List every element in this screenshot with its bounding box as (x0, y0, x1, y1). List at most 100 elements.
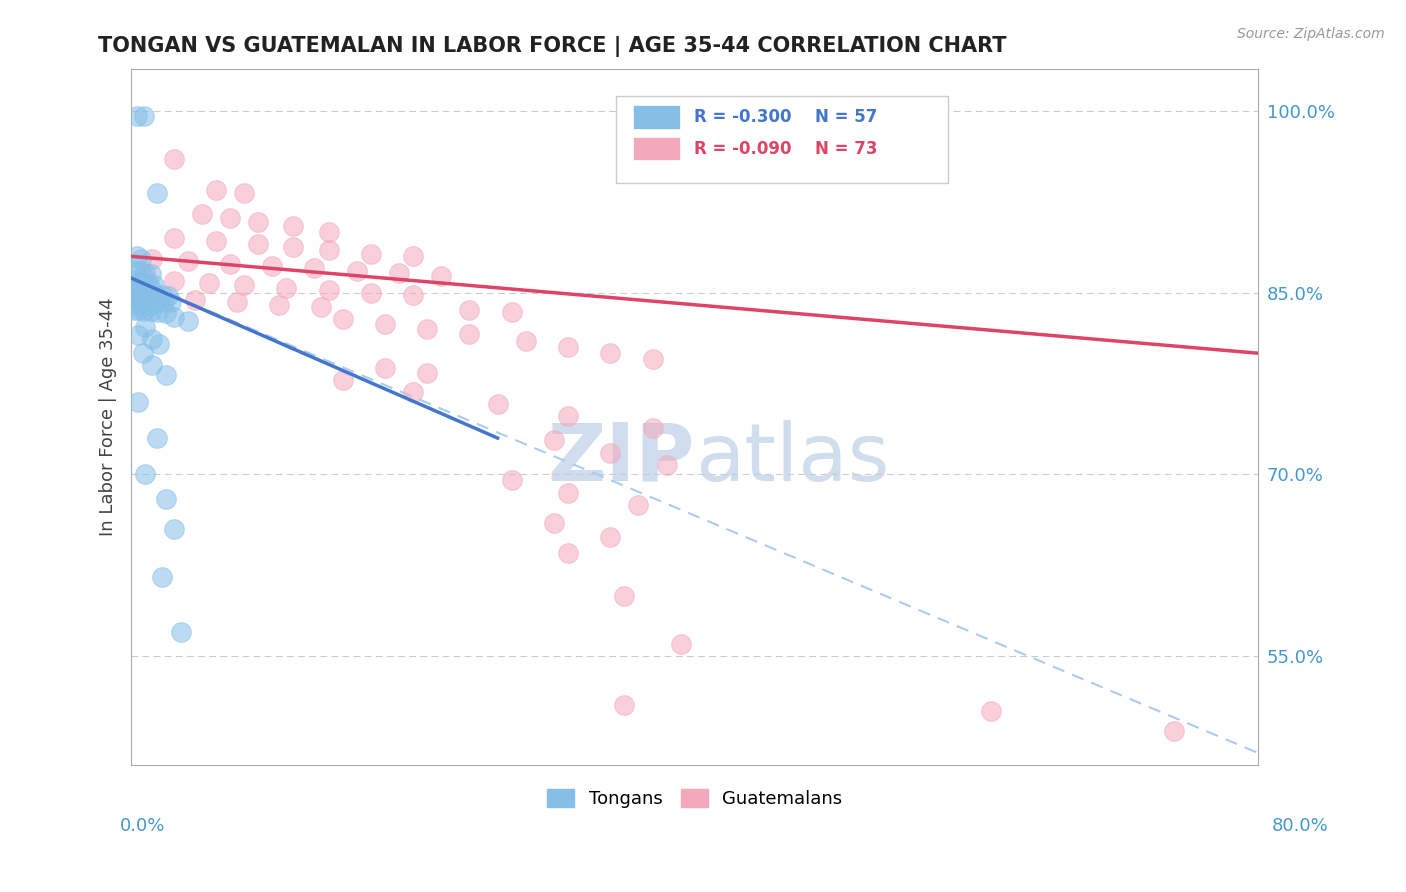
Point (374, 317, 396, 331)
Point (283, 219, 305, 233)
Point (276, 281, 298, 295)
Point (501, 474, 523, 488)
Point (501, 305, 523, 319)
Point (226, 295, 249, 310)
Point (127, 328, 149, 343)
Point (247, 215, 270, 229)
Point (127, 286, 149, 301)
Point (218, 257, 240, 271)
Point (262, 259, 284, 273)
Point (599, 530, 621, 544)
Point (145, 431, 167, 445)
Point (128, 264, 150, 278)
Point (486, 397, 509, 411)
Legend: Tongans, Guatemalans: Tongans, Guatemalans (540, 781, 849, 815)
Point (150, 570, 173, 584)
Point (132, 109, 155, 123)
Point (318, 283, 340, 297)
Point (655, 458, 678, 472)
Point (557, 546, 579, 560)
Point (360, 285, 382, 300)
Point (416, 366, 439, 380)
Point (430, 268, 453, 283)
Point (134, 467, 156, 482)
Point (145, 186, 167, 201)
Point (125, 298, 148, 312)
Point (283, 239, 305, 253)
Point (156, 289, 179, 303)
Point (176, 254, 198, 268)
Point (142, 278, 165, 293)
Point (669, 637, 692, 651)
Point (146, 305, 169, 319)
Text: ZIP: ZIP (547, 419, 695, 498)
Point (402, 249, 425, 263)
Point (148, 336, 170, 351)
Point (641, 352, 664, 367)
Point (374, 360, 396, 375)
Point (145, 294, 167, 309)
Point (129, 252, 152, 266)
Point (128, 282, 150, 296)
Point (346, 264, 368, 278)
Point (134, 319, 156, 334)
Text: 80.0%: 80.0% (1272, 817, 1329, 835)
Point (233, 186, 256, 201)
Point (599, 445, 621, 459)
Point (152, 295, 174, 310)
Point (131, 286, 153, 301)
Point (162, 231, 184, 245)
Point (557, 340, 579, 354)
Point (304, 261, 326, 276)
Point (388, 266, 411, 280)
Point (557, 409, 579, 424)
Y-axis label: In Labor Force | Age 35-44: In Labor Force | Age 35-44 (100, 298, 117, 536)
Point (134, 266, 156, 280)
Point (332, 373, 354, 387)
Point (141, 332, 163, 346)
Point (204, 183, 226, 197)
Text: N = 73: N = 73 (815, 140, 877, 158)
Point (155, 368, 177, 382)
Point (197, 276, 219, 290)
Point (131, 276, 153, 290)
Point (557, 485, 579, 500)
Text: TONGAN VS GUATEMALAN IN LABOR FORCE | AGE 35-44 CORRELATION CHART: TONGAN VS GUATEMALAN IN LABOR FORCE | AG… (98, 36, 1007, 57)
Point (141, 252, 163, 266)
FancyBboxPatch shape (633, 136, 681, 161)
Point (132, 293, 155, 307)
Point (332, 312, 354, 326)
Point (599, 346, 621, 360)
Point (162, 522, 184, 536)
Text: 0.0%: 0.0% (120, 817, 165, 835)
FancyBboxPatch shape (616, 96, 949, 184)
Point (138, 294, 160, 309)
Point (318, 244, 340, 258)
Point (402, 288, 425, 302)
Point (122, 285, 145, 300)
Point (269, 298, 291, 312)
Point (127, 302, 149, 317)
Point (247, 237, 270, 252)
Point (122, 302, 145, 317)
Point (136, 277, 159, 292)
Point (159, 295, 181, 310)
Text: R = -0.090: R = -0.090 (693, 140, 792, 158)
Point (155, 491, 177, 506)
Point (141, 359, 163, 373)
Point (134, 271, 156, 285)
Point (543, 434, 565, 448)
Point (458, 326, 481, 341)
Text: N = 57: N = 57 (815, 108, 877, 127)
Point (711, 109, 734, 123)
Point (124, 264, 146, 278)
Text: R = -0.300: R = -0.300 (693, 108, 792, 127)
Point (162, 274, 184, 288)
Point (218, 211, 240, 225)
Point (127, 394, 149, 409)
Point (162, 310, 184, 324)
Point (627, 498, 650, 512)
Point (458, 302, 481, 317)
Point (131, 299, 153, 313)
Point (131, 346, 153, 360)
